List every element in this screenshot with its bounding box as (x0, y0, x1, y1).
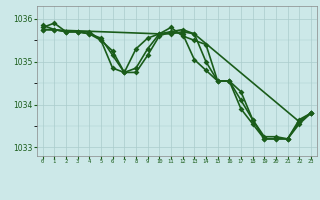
Text: Graphe pression niveau de la mer (hPa): Graphe pression niveau de la mer (hPa) (58, 182, 262, 192)
